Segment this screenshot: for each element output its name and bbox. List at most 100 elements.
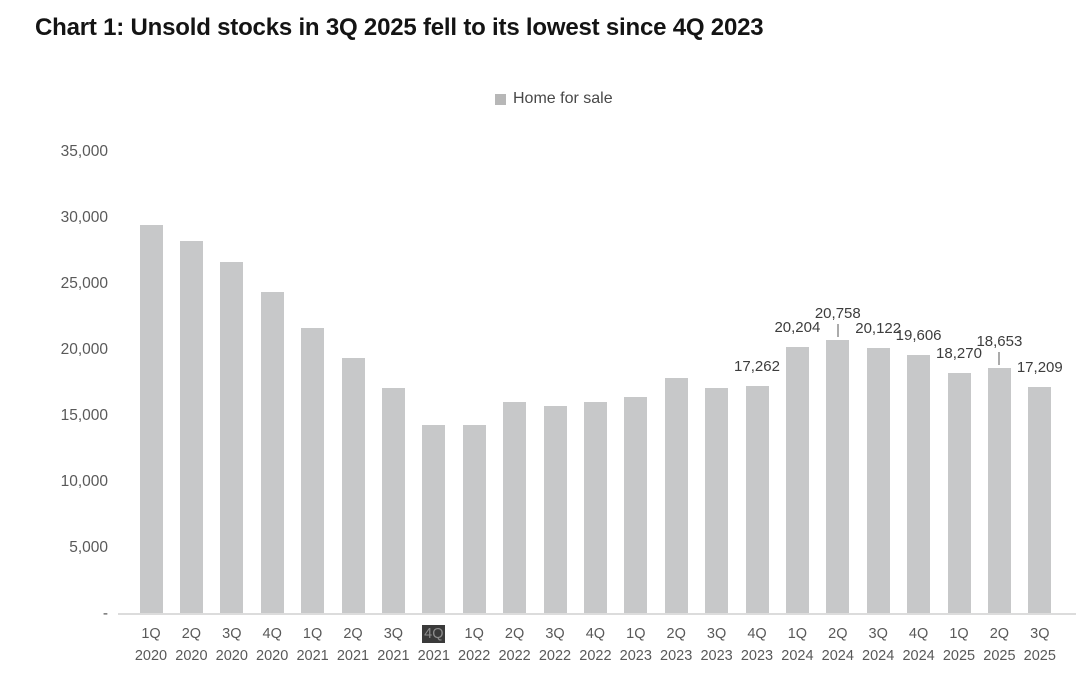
x-tick: 4Q 2024 [897,623,941,667]
x-tick-quarter: 1Q [626,626,646,642]
x-tick-quarter: 3Q [222,626,242,642]
x-tick: 1Q 2022 [452,623,496,667]
x-tick: 2Q 2025 [977,623,1021,667]
bar [785,347,809,614]
x-tick: 2Q 2022 [493,623,537,667]
x-tick-year: 2021 [377,648,410,664]
x-tick-quarter: 4Q [262,626,282,642]
x-tick: 4Q 2022 [573,623,617,667]
y-tick-label: 5,000 [69,539,108,556]
x-tick-quarter: 2Q [343,626,363,642]
x-tick: 1Q 2023 [614,623,658,667]
x-tick-year: 2024 [862,648,895,664]
bar-value-label: 17,262 [734,358,780,376]
bar [381,387,405,614]
x-tick-year: 2025 [983,648,1016,664]
x-tick-year: 2023 [740,648,774,664]
plot-area: 17,262 20,204 20,758 20,122 19,606 18,270 18,6… [130,152,1075,614]
x-tick-quarter: 4Q [747,626,767,642]
bar [543,406,567,614]
x-tick-year: 2024 [821,648,854,664]
x-tick-year: 2020 [256,648,289,664]
x-tick-quarter: 3Q [383,626,404,642]
bar [826,340,850,614]
bar-value-label: 20,122 [855,320,902,338]
y-tick-label: - [102,605,108,622]
x-tick-quarter: 2Q [989,626,1010,642]
y-tick-label: 20,000 [60,341,108,358]
bar-value-label: 20,204 [774,319,821,337]
bar [947,372,971,614]
x-tick-year: 2021 [417,648,450,664]
x-tick: 1Q 2025 [937,623,981,667]
chart-title: Chart 1: Unsold stocks in 3Q 2025 fell t… [35,14,764,41]
bar [705,388,729,614]
label-leader-line [998,351,1001,365]
x-tick: 4Q 2020 [250,623,294,667]
x-tick-quarter: 1Q [949,626,969,642]
x-tick: 3Q 2020 [210,623,254,667]
bar-value-label: 17,209 [1016,358,1063,376]
legend-label: Home for sale [513,90,613,107]
x-tick: 3Q 2021 [371,623,415,667]
x-tick: 1Q 2024 [775,623,819,667]
bar [624,396,648,614]
x-tick: 2Q 2021 [331,623,375,667]
x-tick-quarter: 1Q [302,626,323,642]
x-tick-quarter: 1Q [141,626,161,642]
bar-value-label: 18,270 [936,344,982,362]
x-tick-quarter: 2Q [828,626,848,642]
x-tick: 2Q 2024 [816,623,860,667]
x-tick-quarter: 3Q [706,626,727,642]
x-tick-year: 2025 [1023,648,1056,664]
x-tick: 2Q 2023 [654,623,698,667]
x-tick: 2Q 2020 [169,623,213,667]
x-tick-quarter: 4Q [585,626,606,642]
x-tick-year: 2023 [619,648,652,664]
x-tick: 3Q 2022 [533,623,577,667]
x-axis-line [118,613,1076,615]
x-tick-year: 2022 [458,648,491,664]
x-tick-year: 2020 [215,648,248,664]
x-tick-year: 2022 [498,648,531,664]
bar [907,355,931,614]
x-tick-quarter: 3Q [868,626,888,642]
bar [179,241,203,614]
x-tick: 1Q 2021 [291,623,335,667]
bar [745,386,769,614]
x-tick: 1Q 2020 [129,623,173,667]
x-tick: 3Q 2023 [695,623,739,667]
bar [341,357,365,614]
x-tick-quarter: 3Q [545,626,565,642]
x-tick-quarter: 2Q [504,626,525,642]
bar-value-label: 19,606 [895,327,942,345]
bar [301,328,325,614]
bar [664,377,688,614]
x-tick-year: 2021 [296,648,329,664]
bar [220,261,244,614]
x-tick-year: 2025 [942,648,976,664]
x-tick-quarter: 1Q [787,626,808,642]
x-tick-year: 2023 [700,648,733,664]
x-tick-year: 2020 [134,648,168,664]
x-tick: 4Q 2023 [735,623,779,667]
legend: Home for sale [495,90,613,108]
y-tick-label: 10,000 [60,473,108,490]
x-tick-year: 2023 [660,648,693,664]
bar [503,402,527,614]
x-tick-year: 2020 [175,648,208,664]
bar [583,401,607,614]
bar [866,348,890,614]
x-tick-quarter: 4Q [412,623,456,645]
y-tick-label: 35,000 [60,143,108,160]
bar-value-label: 20,758 [814,305,861,322]
bar [987,367,1011,614]
x-tick: 3Q 2025 [1018,623,1062,667]
x-tick-quarter: 1Q [464,626,484,642]
x-tick-quarter: 2Q [666,626,686,642]
y-tick-label: 30,000 [60,209,108,226]
bar [422,425,446,614]
x-tick-year: 2024 [902,648,935,664]
x-tick: 3Q 2024 [856,623,900,667]
